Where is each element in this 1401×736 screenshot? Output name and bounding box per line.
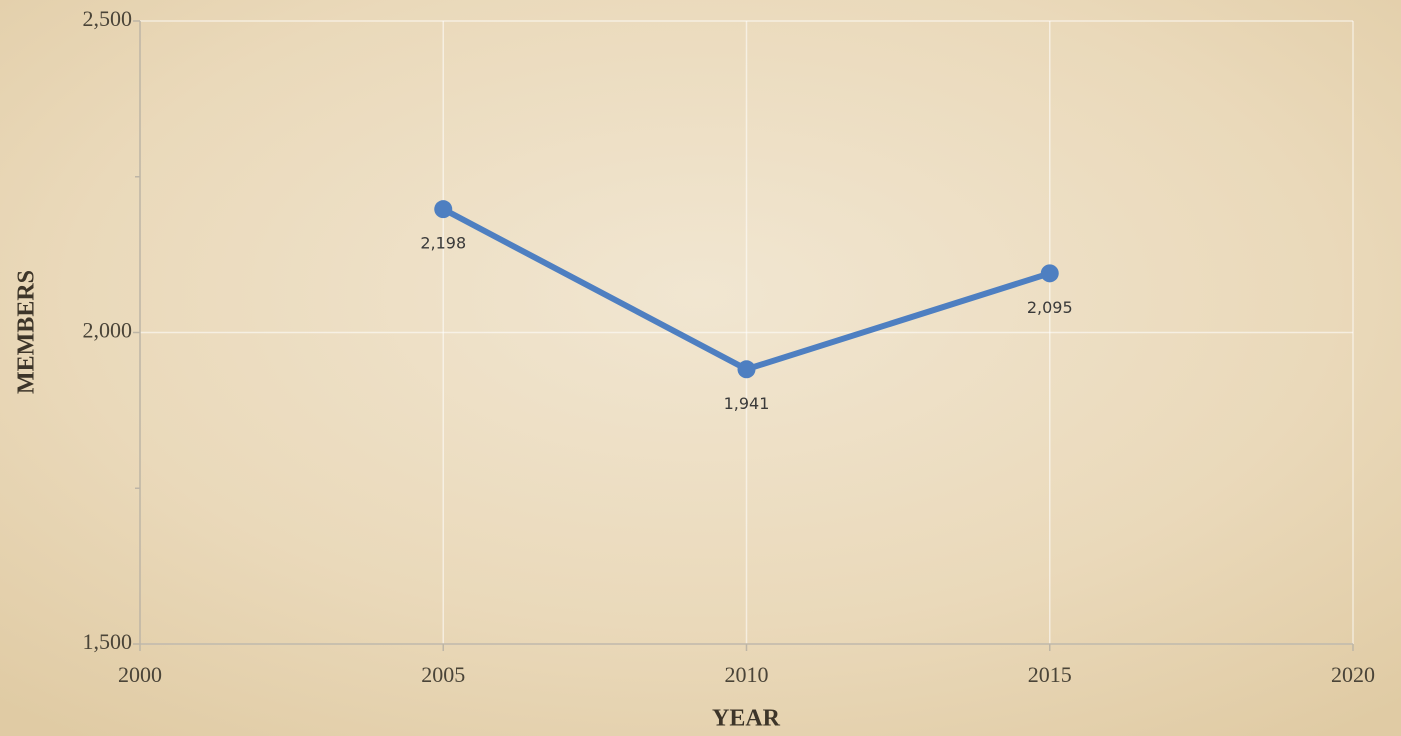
x-tick-label: 2015	[1028, 662, 1072, 687]
x-tick-label: 2000	[118, 662, 162, 687]
point	[738, 360, 756, 378]
y-tick-label: 2,000	[83, 318, 133, 343]
chart: YEAR MEMBERS 1,500 2,000 2,500 2000 2005 2010…	[0, 0, 1401, 736]
background	[0, 0, 1401, 736]
x-tick-label: 2010	[725, 662, 769, 687]
x-axis-title: YEAR	[712, 706, 781, 732]
y-tick-label: 2,500	[83, 6, 133, 31]
y-tick-label: 1,500	[83, 629, 133, 654]
x-tick-label: 2005	[421, 662, 465, 687]
data-label: 2,198	[420, 234, 466, 253]
x-tick-label: 2020	[1331, 662, 1375, 687]
data-label: 1,941	[724, 394, 770, 413]
page: YEAR MEMBERS 1,500 2,000 2,500 2000 2005 2010…	[0, 0, 1401, 736]
point	[434, 200, 452, 218]
point	[1041, 264, 1059, 282]
y-axis-title: MEMBERS	[14, 270, 40, 394]
data-label: 2,095	[1027, 298, 1073, 317]
